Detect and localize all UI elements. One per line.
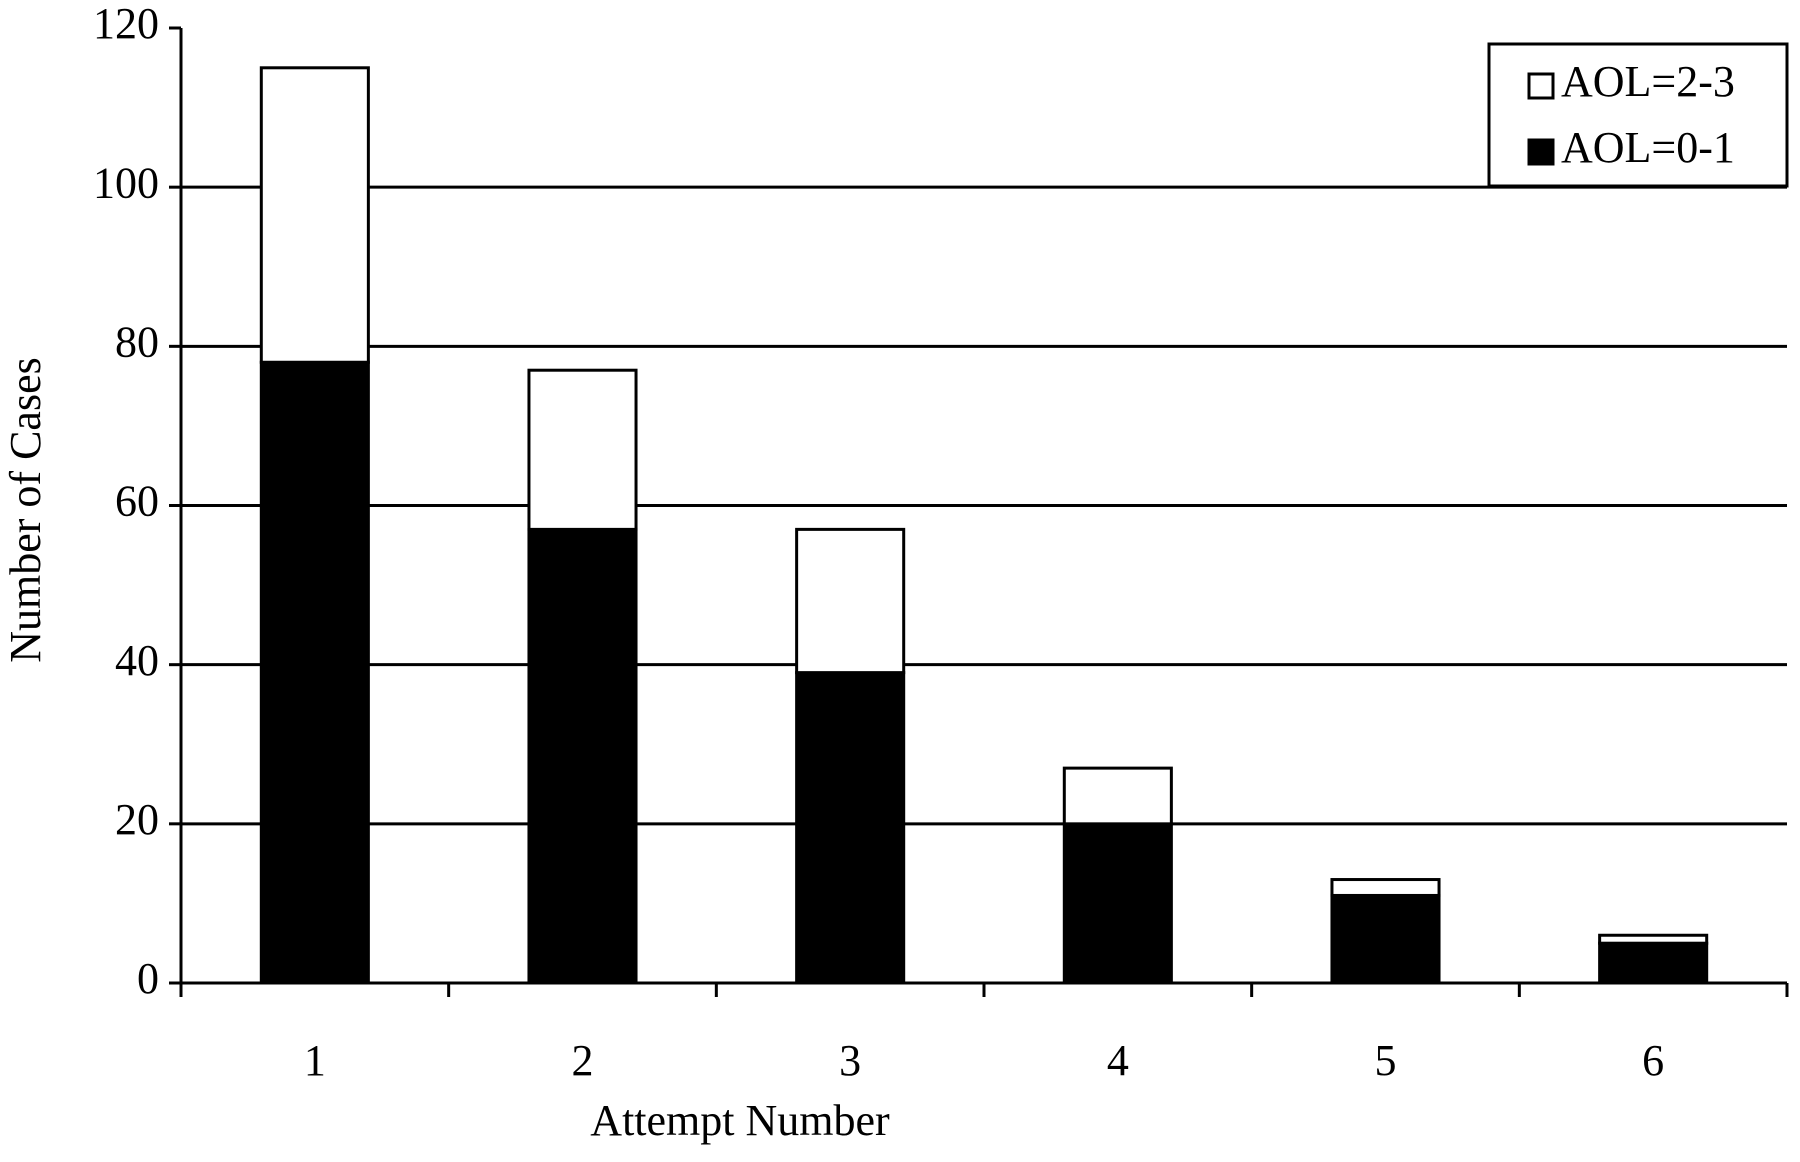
y-tick-label: 40 bbox=[115, 636, 159, 685]
legend-label: AOL=2-3 bbox=[1561, 57, 1735, 106]
bar-segment bbox=[1598, 933, 1709, 945]
bar-segment bbox=[795, 671, 906, 985]
x-tick-label: 2 bbox=[572, 1036, 594, 1085]
bar-segment bbox=[795, 527, 906, 675]
y-tick-label: 20 bbox=[115, 795, 159, 844]
legend-label: AOL=0-1 bbox=[1561, 123, 1735, 172]
bar-segment bbox=[1062, 822, 1173, 985]
y-axis-label: Number of Cases bbox=[1, 357, 50, 663]
bar-segment bbox=[1062, 766, 1173, 826]
bar-segment bbox=[1598, 941, 1709, 985]
x-tick-label: 5 bbox=[1375, 1036, 1397, 1085]
y-tick-label: 60 bbox=[115, 477, 159, 526]
bar-segment bbox=[527, 527, 638, 985]
x-tick-label: 4 bbox=[1107, 1036, 1129, 1085]
bar-segment bbox=[1330, 878, 1441, 897]
bar-segment bbox=[1330, 893, 1441, 985]
y-tick-label: 0 bbox=[137, 954, 159, 1003]
y-tick-label: 120 bbox=[93, 0, 159, 48]
y-tick-label: 100 bbox=[93, 158, 159, 207]
bar-segment bbox=[527, 368, 638, 531]
legend-swatch bbox=[1527, 72, 1555, 100]
legend-swatch bbox=[1527, 138, 1555, 166]
x-tick-label: 6 bbox=[1642, 1036, 1664, 1085]
bar-segment bbox=[259, 66, 370, 364]
bar-segment bbox=[259, 360, 370, 985]
y-tick-label: 80 bbox=[115, 317, 159, 366]
x-tick-label: 1 bbox=[304, 1036, 326, 1085]
x-axis-label: Attempt Number bbox=[590, 1096, 890, 1145]
x-tick-label: 3 bbox=[839, 1036, 861, 1085]
